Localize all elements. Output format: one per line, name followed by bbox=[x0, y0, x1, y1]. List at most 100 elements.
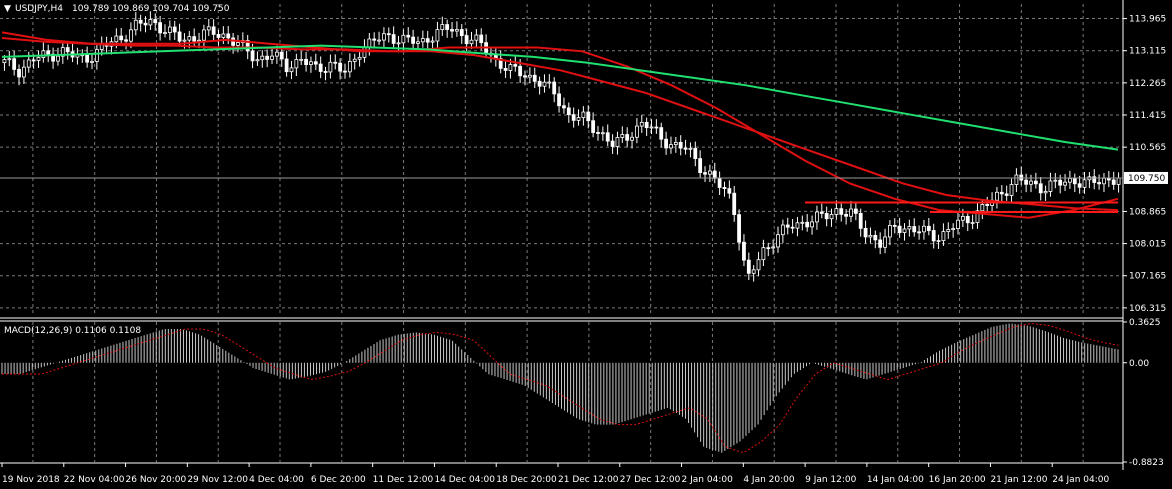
current-price-marker: 109.750 bbox=[0, 171, 1168, 184]
candle-body bbox=[255, 59, 260, 62]
price-tick-label: 108.015 bbox=[1129, 240, 1166, 250]
price-tick-label: 113.115 bbox=[1129, 47, 1166, 57]
price-tick-label: 113.965 bbox=[1129, 15, 1166, 25]
time-tick-label: 18 Dec 20:00 bbox=[496, 475, 557, 485]
macd-axis-ticks: 0.3625 0.00 -0.8823 bbox=[1123, 318, 1164, 468]
candle-body bbox=[883, 236, 887, 248]
candle-body bbox=[785, 224, 790, 228]
candle-body bbox=[975, 210, 980, 223]
candle-body bbox=[36, 57, 41, 61]
candle-body bbox=[129, 29, 133, 42]
candle-body bbox=[931, 230, 936, 242]
candle-body bbox=[250, 50, 255, 62]
candle-body bbox=[761, 247, 766, 261]
candle-body bbox=[299, 58, 304, 61]
candle-body bbox=[279, 51, 284, 60]
candle-body bbox=[382, 33, 386, 41]
candle-body bbox=[406, 34, 411, 38]
macd-signal-line bbox=[2, 323, 1119, 454]
candle-body bbox=[985, 204, 990, 206]
candle-body bbox=[260, 55, 265, 61]
candle-body bbox=[420, 38, 425, 43]
time-tick-label: 22 Nov 04:00 bbox=[64, 475, 125, 485]
candle-body bbox=[202, 29, 206, 41]
candle-body bbox=[581, 111, 586, 118]
moving-averages bbox=[1, 31, 1119, 219]
candle-body bbox=[673, 141, 678, 146]
candle-body bbox=[999, 191, 1004, 195]
time-tick-label: 4 Jan 20:00 bbox=[743, 475, 795, 485]
macd-signal bbox=[2, 323, 1119, 454]
candle-body bbox=[1024, 179, 1029, 185]
candle-body bbox=[562, 105, 566, 109]
candle-body bbox=[153, 19, 158, 24]
time-tick-label: 21 Dec 12:00 bbox=[558, 475, 619, 485]
candle-body bbox=[372, 38, 377, 41]
price-grid bbox=[0, 4, 1123, 316]
dropdown-arrow-icon[interactable]: ▼ bbox=[4, 4, 11, 14]
candle-body bbox=[1029, 180, 1033, 185]
candle-body bbox=[163, 32, 167, 34]
candle-body bbox=[756, 259, 761, 271]
candle-body bbox=[498, 58, 503, 69]
candle-body bbox=[824, 213, 829, 220]
candle-body bbox=[21, 66, 26, 78]
candle-body bbox=[576, 117, 581, 121]
candle-body bbox=[902, 228, 907, 233]
candle-body bbox=[1058, 179, 1063, 186]
candle-body bbox=[853, 208, 858, 214]
candle-body bbox=[172, 26, 177, 33]
candle-body bbox=[956, 219, 960, 229]
time-tick-label: 21 Jan 12:00 bbox=[990, 475, 1047, 485]
candle-body bbox=[1038, 183, 1043, 194]
candle-body bbox=[858, 212, 863, 229]
candle-body bbox=[610, 140, 615, 147]
candle-body bbox=[377, 39, 381, 42]
candle-body bbox=[542, 81, 547, 87]
candle-body bbox=[177, 31, 182, 42]
candle-body bbox=[537, 80, 542, 87]
candle-body bbox=[367, 38, 372, 48]
candle-body bbox=[557, 93, 561, 107]
candle-body bbox=[138, 19, 143, 24]
candle-body bbox=[304, 58, 308, 65]
candle-body bbox=[659, 127, 664, 140]
symbol-title: USDJPY,H4 bbox=[15, 4, 63, 14]
candle-body bbox=[357, 56, 362, 60]
candle-body bbox=[430, 40, 435, 43]
candle-body bbox=[586, 111, 591, 122]
candle-body bbox=[459, 29, 464, 37]
candle-body bbox=[571, 114, 576, 121]
candle-body bbox=[868, 234, 873, 238]
candle-body bbox=[518, 65, 523, 77]
macd-tick-label: 0.3625 bbox=[1129, 318, 1161, 328]
candle-body bbox=[926, 225, 931, 231]
candle-body bbox=[318, 63, 323, 72]
candle-body bbox=[343, 70, 347, 73]
candle-body bbox=[941, 231, 946, 242]
candle-body bbox=[513, 64, 518, 67]
candle-body bbox=[795, 222, 800, 229]
macd-panel bbox=[1, 322, 1119, 462]
candle-body bbox=[960, 215, 965, 221]
candle-body bbox=[284, 58, 289, 73]
price-tick-label: 112.265 bbox=[1129, 79, 1166, 89]
candle-body bbox=[391, 34, 396, 44]
candle-body bbox=[615, 137, 620, 147]
time-tick-label: 16 Jan 20:00 bbox=[929, 475, 986, 485]
current-price-label: 109.750 bbox=[1128, 174, 1165, 184]
price-tick-label: 111.415 bbox=[1129, 111, 1166, 121]
candle-body bbox=[31, 59, 36, 62]
candle-body bbox=[226, 33, 231, 39]
candle-body bbox=[980, 204, 985, 212]
candle-body bbox=[751, 269, 756, 274]
candle-body bbox=[897, 225, 902, 233]
candle-body bbox=[294, 59, 299, 69]
moving-average-line bbox=[1, 37, 1119, 212]
candle-body bbox=[815, 211, 819, 223]
candle-body bbox=[965, 215, 970, 224]
candle-body bbox=[85, 54, 90, 63]
candle-body bbox=[1072, 178, 1077, 185]
candle-body bbox=[732, 192, 737, 216]
